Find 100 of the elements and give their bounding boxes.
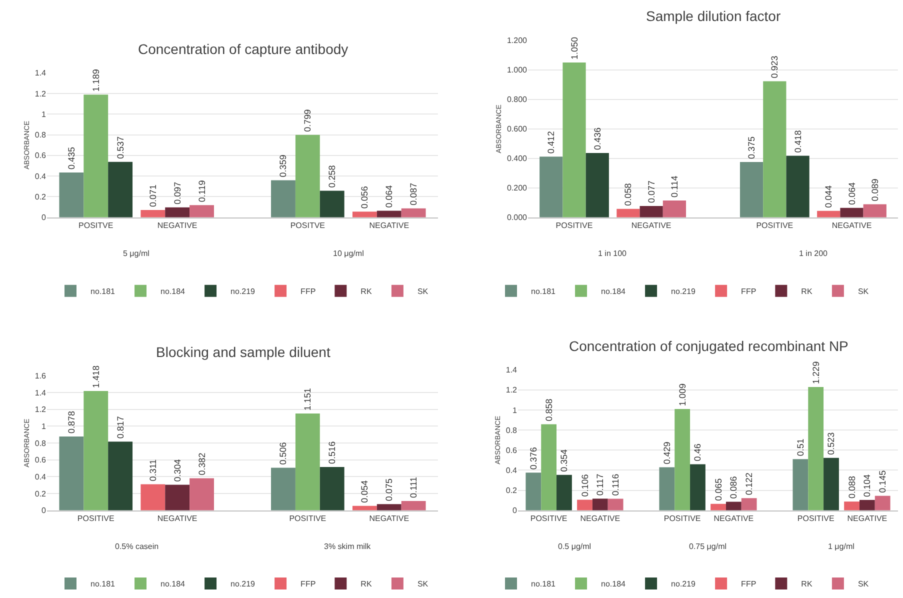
y-tick-label: 1 <box>512 406 518 415</box>
bar <box>140 484 166 510</box>
text: 10 μg/ml <box>333 249 364 258</box>
x-tick-label: NEGATIVE <box>369 514 410 523</box>
bar <box>376 504 402 510</box>
legend-label: FFP <box>300 286 316 296</box>
data-label: 0.077 <box>646 180 656 204</box>
y-tick-label: 0.200 <box>506 184 528 193</box>
bar <box>786 156 810 218</box>
y-tick-label: 1 <box>42 422 47 431</box>
data-label: 1.189 <box>90 69 101 92</box>
bar <box>165 207 190 218</box>
legend-label: no.184 <box>160 580 186 589</box>
bar <box>844 502 860 510</box>
legend-label: RK <box>360 580 372 589</box>
bar <box>190 205 214 218</box>
legend-label: no.181 <box>90 286 116 296</box>
x-tick-label: NEGATIVE <box>714 514 754 523</box>
data-label: 0.418 <box>792 130 803 153</box>
bar <box>401 501 426 510</box>
data-label: 0.436 <box>592 128 602 150</box>
legend-label: no.184 <box>160 286 186 296</box>
data-label: 0.359 <box>278 154 288 178</box>
data-label: 0.071 <box>148 184 158 208</box>
y-tick-label: 1.2 <box>34 89 47 98</box>
data-label: 1.050 <box>569 36 580 60</box>
legend-label: no.181 <box>531 580 556 589</box>
y-tick-label: 1.4 <box>34 68 47 78</box>
y-tick-label: 1.200 <box>506 36 528 46</box>
bar <box>165 484 190 510</box>
bar <box>592 498 608 510</box>
data-label: 1.418 <box>90 365 101 388</box>
text: 5 μg/ml <box>123 249 150 258</box>
data-label: 0.516 <box>327 441 338 464</box>
data-label: 0.075 <box>384 478 394 502</box>
legend-label: no.219 <box>671 286 696 296</box>
x-tick-label: POSITIVE <box>530 514 568 523</box>
y-tick-label: 1.4 <box>34 388 47 398</box>
data-label: 0.054 <box>360 480 370 503</box>
y-tick-label: 1.4 <box>506 366 518 375</box>
data-label: 0.375 <box>746 136 757 160</box>
y-tick-label: 0.8 <box>34 438 47 448</box>
y-tick-label: 0.2 <box>506 486 518 496</box>
x-tick-label: POSITVE <box>290 220 326 230</box>
x-tick-label: NEGATIVE <box>631 220 672 230</box>
bar <box>659 467 675 510</box>
y-tick-label: 1.2 <box>506 386 518 395</box>
data-label: 0.799 <box>302 109 313 132</box>
y-tick-label: 0.000 <box>506 213 528 222</box>
bar <box>526 472 542 510</box>
text: 0.5% casein <box>115 542 159 551</box>
data-label: 0.089 <box>870 178 880 202</box>
legend-label: SK <box>417 286 429 296</box>
data-label: 0.122 <box>744 472 754 496</box>
legend-label: no.181 <box>90 580 116 589</box>
legend-label: RK <box>801 580 813 589</box>
y-tick-label: 1 <box>42 110 47 119</box>
legend-label: SK <box>858 286 870 296</box>
data-label: 0.088 <box>846 476 857 499</box>
bar <box>616 208 640 218</box>
bar <box>608 498 624 510</box>
x-tick-label: POSITIVE <box>556 220 593 230</box>
x-tick-label: NEGATIVE <box>157 220 198 230</box>
data-label: 0.064 <box>846 182 857 205</box>
chart-title: Concentration of capture antibody <box>138 41 348 57</box>
data-label: 0.923 <box>770 56 780 78</box>
data-label: 0.087 <box>408 182 419 206</box>
bar <box>376 210 402 218</box>
data-label: 0.145 <box>878 470 888 493</box>
chart-title: Blocking and sample diluent <box>156 344 330 360</box>
bar <box>741 498 757 510</box>
bar <box>763 81 786 218</box>
data-label: 0.111 <box>408 476 419 498</box>
y-tick-label: 0.400 <box>506 154 528 164</box>
bar <box>640 206 663 218</box>
x-tick-label: POSITIVE <box>797 514 834 523</box>
bar <box>840 208 864 218</box>
data-label: 0.058 <box>623 183 634 206</box>
x-tick-label: NEGATIVE <box>580 514 620 523</box>
bar <box>108 162 133 218</box>
bar <box>792 459 808 510</box>
data-label: 0.537 <box>115 136 126 159</box>
bar <box>674 409 690 510</box>
data-label: 0.376 <box>528 447 538 470</box>
legend-label: FFP <box>741 286 756 296</box>
x-tick-label: POSITIVE <box>756 220 794 230</box>
bar <box>690 464 706 510</box>
text: 0.5 μg/ml <box>558 542 592 551</box>
data-label: 0.878 <box>66 410 76 434</box>
chart-title: Sample dilution factor <box>646 8 781 24</box>
x-tick-label: NEGATIVE <box>369 220 410 230</box>
y-tick-label: 0.2 <box>34 192 47 202</box>
bar <box>108 442 133 510</box>
data-label: 1.151 <box>302 388 313 410</box>
bar <box>295 413 320 510</box>
data-label: 0.435 <box>66 146 76 170</box>
data-label: 0.116 <box>610 474 621 496</box>
y-tick-label: 0.6 <box>34 456 47 465</box>
y-tick-label: 0.6 <box>506 446 518 455</box>
bar <box>320 190 344 218</box>
